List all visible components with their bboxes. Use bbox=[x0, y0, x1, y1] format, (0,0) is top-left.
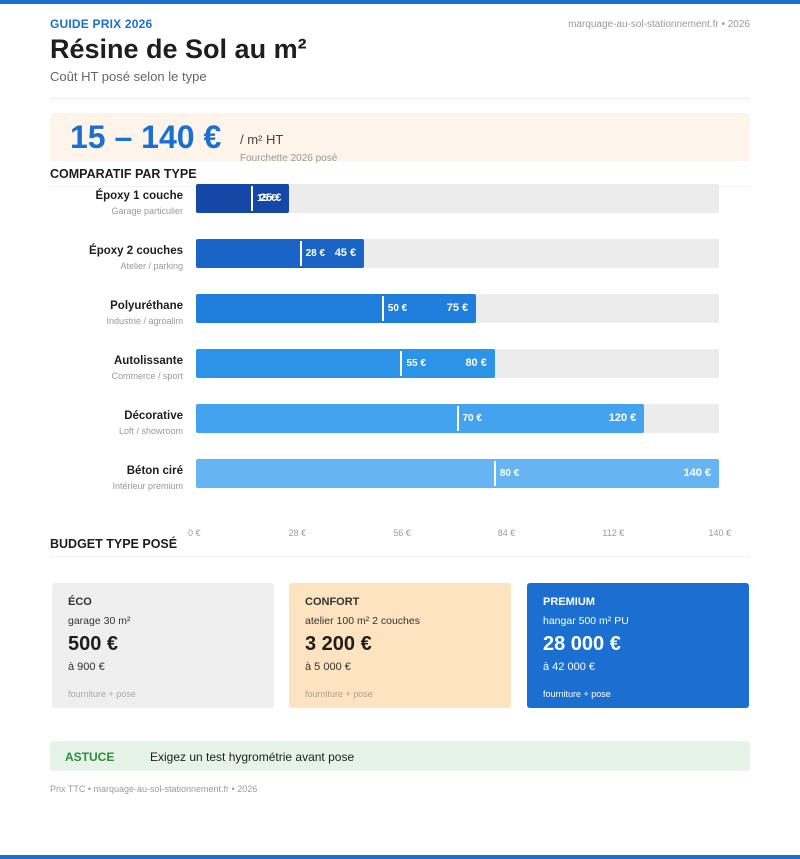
min-marker bbox=[400, 351, 403, 376]
footer-credit: Prix TTC • marquage-au-sol-stationnement… bbox=[50, 784, 258, 794]
budget-card-price: 500 € bbox=[68, 633, 119, 655]
tip-text: Exigez un test hygrométrie avant pose bbox=[150, 750, 355, 764]
page-title: Résine de Sol au m² bbox=[50, 34, 307, 64]
x-tick-label: 84 € bbox=[497, 528, 516, 538]
min-marker bbox=[456, 406, 459, 431]
tip-label: ASTUCE bbox=[65, 750, 115, 764]
min-marker bbox=[299, 241, 302, 266]
tip-box: ASTUCE Exigez un test hygrométrie avant … bbox=[50, 741, 750, 771]
range-bar bbox=[196, 184, 290, 213]
range-bar bbox=[196, 404, 645, 433]
category-label: Époxy 2 couches bbox=[89, 245, 183, 257]
bar-min-label: 55 € bbox=[406, 358, 426, 369]
budget-card-upto: à 900 € bbox=[68, 661, 105, 673]
bar-min-label: 15 € bbox=[257, 193, 277, 204]
bar-min-label: 80 € bbox=[499, 468, 520, 479]
budget-card-desc: garage 30 m² bbox=[68, 615, 131, 627]
guide-kicker: GUIDE PRIX 2026 bbox=[50, 17, 153, 31]
bar-max-label: 75 € bbox=[446, 302, 469, 314]
comparatif-section-title: COMPARATIF PAR TYPE bbox=[50, 167, 197, 181]
range-bar bbox=[196, 239, 365, 268]
category-sublabel: Intérieur premium bbox=[112, 481, 183, 491]
bar-min-label: 28 € bbox=[305, 248, 326, 259]
budget-card-price: 3 200 € bbox=[305, 633, 372, 655]
bar-max-label: 45 € bbox=[334, 247, 357, 259]
bar-min-label: 50 € bbox=[387, 303, 408, 314]
range-bar bbox=[196, 349, 495, 378]
top-accent-bar bbox=[0, 0, 800, 4]
category-sublabel: Atelier / parking bbox=[120, 261, 183, 271]
budget-card-name: ÉCO bbox=[68, 596, 92, 608]
budget-card-upto: à 42 000 € bbox=[543, 661, 595, 673]
budget-card-confort: CONFORT atelier 100 m² 2 couches 3 200 €… bbox=[289, 583, 511, 708]
category-label: Polyuréthane bbox=[110, 300, 183, 312]
site-credit-top: marquage-au-sol-stationnement.fr • 2026 bbox=[568, 19, 750, 30]
x-tick-label: 56 € bbox=[393, 528, 411, 538]
budget-divider bbox=[50, 556, 750, 557]
bar-max-label: 80 € bbox=[465, 357, 487, 369]
budget-card-eco: ÉCO garage 30 m² 500 € à 900 € fournitur… bbox=[52, 583, 274, 708]
x-tick-label: 140 € bbox=[708, 528, 731, 538]
budget-card-note: fourniture + pose bbox=[68, 689, 136, 699]
category-label: Béton ciré bbox=[126, 465, 183, 477]
bar-max-label: 140 € bbox=[683, 467, 711, 479]
category-sublabel: Garage particulier bbox=[111, 206, 183, 216]
price-range-box: 15 – 140 € / m² HT Fourchette 2026 posé bbox=[50, 113, 750, 164]
min-marker bbox=[493, 461, 496, 486]
x-tick-label: 112 € bbox=[602, 528, 625, 538]
range-bar bbox=[196, 459, 719, 488]
min-marker bbox=[251, 186, 254, 211]
bottom-accent-bar bbox=[0, 855, 800, 859]
budget-section-title: BUDGET TYPE POSÉ bbox=[50, 537, 178, 551]
budget-card-note: fourniture + pose bbox=[305, 689, 373, 699]
range-bar bbox=[196, 294, 477, 323]
budget-card-name: CONFORT bbox=[305, 596, 360, 608]
budget-card-desc: atelier 100 m² 2 couches bbox=[305, 615, 420, 627]
category-label: Époxy 1 couche bbox=[95, 190, 183, 202]
page-subtitle: Coût HT posé selon le type bbox=[50, 69, 207, 84]
x-tick-label: 0 € bbox=[188, 528, 201, 538]
price-range-value: 15 – 140 € bbox=[70, 119, 222, 155]
category-sublabel: Commerce / sport bbox=[111, 371, 183, 381]
budget-card-note: fourniture + pose bbox=[543, 689, 611, 699]
category-sublabel: Industrie / agroalim bbox=[106, 316, 183, 326]
min-marker bbox=[381, 296, 384, 321]
category-sublabel: Loft / showroom bbox=[118, 426, 183, 436]
budget-card-premium: PREMIUM hangar 500 m² PU 28 000 € à 42 0… bbox=[527, 583, 749, 708]
budget-card-desc: hangar 500 m² PU bbox=[543, 615, 629, 627]
budget-card-price: 28 000 € bbox=[543, 633, 621, 655]
category-label: Décorative bbox=[124, 410, 183, 422]
budget-card-upto: à 5 000 € bbox=[305, 661, 351, 673]
bar-max-label: 25 € bbox=[259, 192, 282, 204]
bar-max-label: 120 € bbox=[608, 412, 637, 424]
category-label: Autolissante bbox=[113, 355, 183, 367]
x-tick-label: 28 € bbox=[288, 528, 307, 538]
price-range-unit: / m² HT bbox=[240, 132, 284, 147]
budget-card-name: PREMIUM bbox=[543, 596, 595, 608]
price-range-note: Fourchette 2026 posé bbox=[240, 153, 338, 164]
bar-min-label: 70 € bbox=[462, 413, 482, 424]
header-divider bbox=[50, 98, 750, 99]
